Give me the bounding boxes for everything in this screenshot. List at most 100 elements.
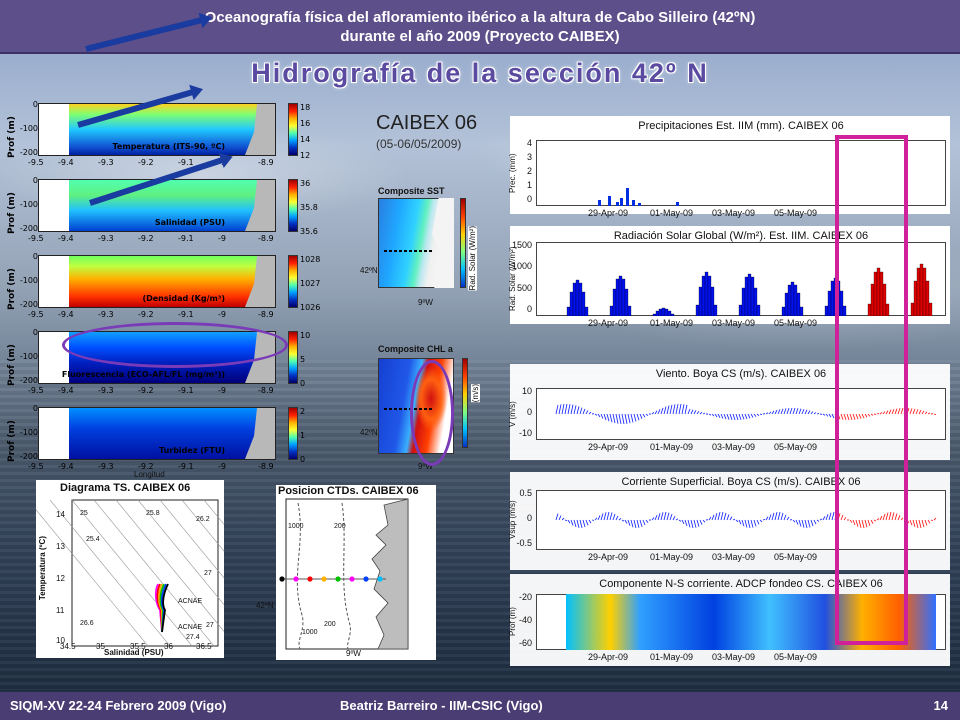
section-lon-tick: -9.4 bbox=[58, 386, 74, 395]
section-lon-tick: -9 bbox=[218, 462, 226, 471]
timeseries-time-tick: 01-May-09 bbox=[650, 208, 694, 218]
ts-isopycnal-label: 25.8 bbox=[146, 510, 160, 517]
chl-map-title: Composite CHL a bbox=[378, 344, 453, 354]
vector-stick bbox=[744, 413, 748, 420]
vector-stick bbox=[783, 408, 787, 415]
radiation-bar bbox=[916, 267, 921, 316]
vector-stick bbox=[588, 411, 592, 415]
vector-stick bbox=[867, 519, 871, 526]
slide-header: Oceanografía física del afloramiento ibé… bbox=[0, 0, 960, 54]
section-colorbar bbox=[288, 331, 298, 384]
vector-stick bbox=[765, 412, 769, 415]
timeseries-ytick: -0.5 bbox=[516, 538, 532, 548]
section-caption: Salinidad (PSU) bbox=[154, 218, 225, 227]
timeseries-marks bbox=[566, 263, 933, 316]
vector-stick bbox=[786, 516, 790, 521]
ctd-contour-200-a: 200 bbox=[334, 523, 346, 530]
radiation-bar bbox=[827, 290, 832, 316]
vector-stick bbox=[813, 519, 817, 525]
timeseries-ytick: -60 bbox=[518, 638, 532, 648]
radiation-bar bbox=[784, 292, 789, 316]
vector-stick bbox=[771, 410, 775, 415]
vector-stick bbox=[930, 519, 934, 522]
timeseries-ytick: 0 bbox=[526, 407, 532, 417]
vector-stick bbox=[612, 513, 616, 521]
chl-cbar-label: (m/s) bbox=[471, 384, 480, 403]
radiation-bar bbox=[910, 302, 915, 316]
vector-stick bbox=[933, 413, 937, 416]
slide-footer: SIQM-XV 22-24 Febrero 2009 (Vigo) Beatri… bbox=[0, 692, 960, 720]
vector-stick bbox=[765, 516, 769, 521]
vector-stick bbox=[717, 512, 721, 521]
vector-stick bbox=[606, 511, 610, 521]
vector-stick bbox=[759, 519, 763, 523]
timeseries-time-tick: 29-Apr-09 bbox=[588, 208, 629, 218]
vector-stick bbox=[717, 413, 721, 419]
section-colorbar-tick: 36 bbox=[300, 179, 311, 188]
vector-stick bbox=[729, 516, 733, 521]
vector-stick bbox=[825, 514, 829, 521]
timeseries-time-tick: 29-Apr-09 bbox=[588, 318, 629, 328]
vector-stick bbox=[660, 512, 664, 521]
vector-stick bbox=[663, 406, 667, 415]
vector-stick bbox=[918, 519, 922, 529]
vector-stick bbox=[840, 514, 844, 521]
timeseries-marks bbox=[555, 511, 937, 529]
section-lon-tick: -9.1 bbox=[178, 386, 194, 395]
vector-stick bbox=[927, 519, 931, 524]
vector-stick bbox=[879, 412, 883, 415]
section-lon-tick: -9.3 bbox=[98, 386, 114, 395]
section-xlabel: Longitud bbox=[134, 470, 165, 479]
vector-stick bbox=[597, 413, 601, 418]
vector-stick bbox=[615, 413, 619, 424]
ts-isopycnal-label: 25.4 bbox=[86, 536, 100, 543]
section-colorbar-tick: 0 bbox=[300, 455, 306, 464]
timeseries-time-tick: 05-May-09 bbox=[774, 208, 818, 218]
timeseries-title: Precipitaciones Est. IIM (mm). CAIBEX 06 bbox=[638, 120, 844, 132]
vector-stick bbox=[702, 519, 706, 523]
vector-stick bbox=[675, 403, 679, 415]
ts-title: Diagrama TS. CAIBEX 06 bbox=[60, 482, 191, 494]
ts-profile-curve bbox=[161, 583, 169, 633]
vector-stick bbox=[654, 410, 658, 415]
timeseries-title: Viento. Boya CS (m/s). CAIBEX 06 bbox=[655, 368, 827, 380]
vector-stick bbox=[882, 411, 886, 415]
radiation-bar bbox=[667, 310, 672, 316]
ts-isopycnal-label: 25 bbox=[80, 510, 88, 517]
vector-stick bbox=[657, 409, 661, 415]
vector-stick bbox=[681, 519, 685, 525]
header-line-1: Oceanografía física del afloramiento ibé… bbox=[204, 9, 756, 26]
sst-map-panel: Composite SST 42ºN 9ºW Rad. Solar (W/m²) bbox=[360, 186, 480, 314]
section-lon-tick: -9.4 bbox=[58, 158, 74, 167]
radiation-bar bbox=[704, 271, 709, 316]
section-colorbar-tick: 16 bbox=[300, 119, 311, 128]
vector-stick bbox=[585, 410, 589, 415]
section-lon-tick: -9.2 bbox=[138, 158, 154, 167]
vector-stick bbox=[759, 413, 763, 416]
footer-author: Beatriz Barreiro - IIM-CSIC (Vigo) bbox=[340, 698, 543, 713]
vector-stick bbox=[870, 413, 874, 416]
radiation-bar bbox=[747, 273, 752, 316]
vector-stick bbox=[915, 519, 919, 528]
section-lon-tick: -9.3 bbox=[98, 158, 114, 167]
radiation-bar bbox=[575, 279, 580, 316]
vector-stick bbox=[624, 519, 628, 524]
vector-stick bbox=[627, 413, 631, 424]
vector-stick bbox=[621, 519, 625, 522]
radiation-bar bbox=[710, 286, 715, 316]
radiation-bar bbox=[824, 305, 829, 316]
vector-stick bbox=[651, 412, 655, 415]
vector-stick bbox=[888, 511, 892, 521]
vector-stick bbox=[801, 409, 805, 415]
ctd-station-marker bbox=[279, 576, 285, 582]
radiation-bar bbox=[609, 305, 614, 316]
vector-stick bbox=[738, 413, 742, 420]
radiation-bar bbox=[839, 290, 844, 316]
vector-stick bbox=[666, 405, 670, 415]
vector-stick bbox=[669, 404, 673, 415]
vector-stick bbox=[927, 412, 931, 415]
vector-stick bbox=[603, 512, 607, 521]
vector-stick bbox=[921, 519, 925, 528]
ts-diagram-panel: Diagrama TS. CAIBEX 06 Salinidad (PSU) T… bbox=[27, 480, 347, 658]
vector-stick bbox=[777, 512, 781, 521]
